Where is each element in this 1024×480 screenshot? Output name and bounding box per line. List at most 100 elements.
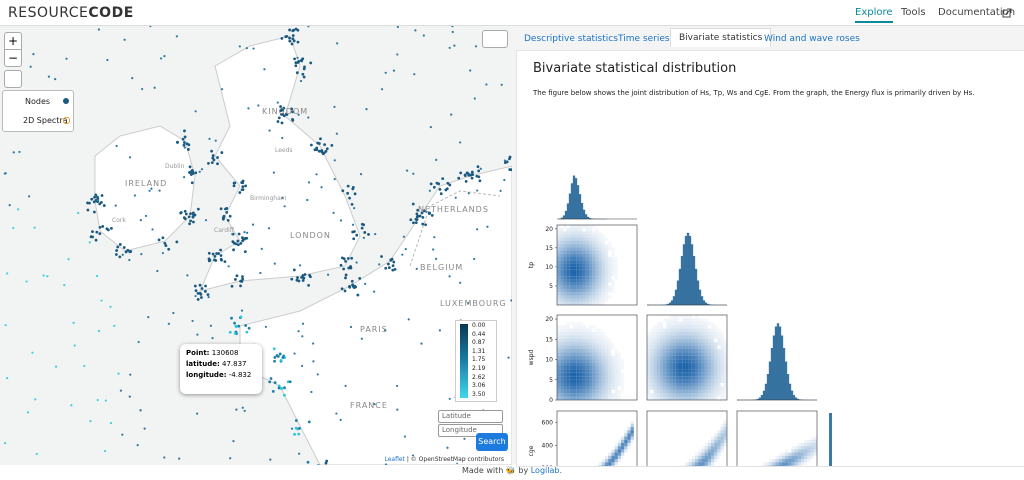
node-dot xyxy=(119,389,123,392)
tab[interactable]: Descriptive statistics xyxy=(524,34,618,44)
tab[interactable]: Wind and wave roses xyxy=(764,34,860,44)
node-dot xyxy=(470,176,474,180)
density-cell xyxy=(656,389,660,394)
node-dot xyxy=(42,274,45,277)
density-cell xyxy=(557,260,561,264)
density-cell xyxy=(707,345,711,349)
nav-link[interactable]: Explore xyxy=(855,7,893,23)
node-dot xyxy=(459,171,463,175)
zoom-out[interactable]: − xyxy=(4,49,22,67)
zoom-in[interactable]: + xyxy=(4,32,22,50)
search-button[interactable]: Search xyxy=(476,433,508,451)
density-cell xyxy=(557,328,561,332)
density-cell xyxy=(557,372,561,377)
density-cell xyxy=(669,369,673,373)
density-cell xyxy=(582,325,586,329)
density-cell xyxy=(723,386,727,390)
density-cell xyxy=(601,362,605,366)
nav-link[interactable]: Documentation xyxy=(938,7,1016,18)
node-dot xyxy=(144,214,148,218)
node-dot xyxy=(94,238,98,242)
density-cell xyxy=(704,455,708,459)
density-cell xyxy=(804,443,808,447)
colorbar: 0.00 0.44 0.87 1.31 1.75 2.19 2.62 3.06 3.50 xyxy=(455,320,497,402)
density-cell xyxy=(563,273,567,277)
density-cell xyxy=(675,379,679,383)
node-dot xyxy=(12,151,15,154)
filter-tools[interactable] xyxy=(482,30,508,48)
density-cell xyxy=(714,436,718,440)
density-cell xyxy=(704,359,708,363)
node-dot xyxy=(281,356,285,359)
density-cell xyxy=(695,389,699,394)
density-cell xyxy=(679,383,683,387)
density-cell xyxy=(691,396,695,400)
density-cell xyxy=(582,247,586,251)
density-cell xyxy=(573,328,577,332)
density-cell xyxy=(582,301,586,305)
attribution-link[interactable]: Leaflet xyxy=(384,456,405,463)
density-cell xyxy=(717,342,721,346)
density-cell xyxy=(595,298,599,302)
node-dot xyxy=(333,159,336,162)
density-cell xyxy=(563,231,567,235)
density-cell xyxy=(579,237,583,241)
density-cell xyxy=(711,372,715,377)
density-cell xyxy=(592,335,596,339)
node-dot xyxy=(457,176,461,180)
colorbar-gradient xyxy=(460,324,468,398)
density-cell xyxy=(595,276,599,280)
density-cell xyxy=(595,369,599,373)
density-cell xyxy=(669,362,673,366)
density-cell xyxy=(601,250,605,254)
node-dot xyxy=(47,75,50,78)
logo[interactable]: RESOURCECODE xyxy=(8,5,134,21)
density-cell xyxy=(569,295,573,299)
density-cell xyxy=(563,298,567,302)
density-cell xyxy=(688,321,692,326)
node-dot xyxy=(179,211,183,214)
density-cell xyxy=(579,383,583,387)
density-cell xyxy=(601,332,605,336)
density-cell xyxy=(576,335,580,339)
density-cell xyxy=(560,342,564,346)
latitude-input[interactable]: Latitude xyxy=(438,410,503,423)
node-dot xyxy=(209,324,213,327)
density-cell xyxy=(598,237,602,241)
node-dot xyxy=(292,268,296,272)
density-cell xyxy=(582,225,586,229)
density-cell xyxy=(778,462,782,466)
density-cell xyxy=(707,383,711,387)
density-cell xyxy=(772,465,776,466)
footer-link[interactable]: Logilab. xyxy=(530,466,562,475)
select-tool[interactable] xyxy=(4,70,22,88)
map[interactable]: IRELAND KINGDOM LONDON NETHERLANDS BELGIUM LU… xyxy=(0,26,512,465)
node-dot xyxy=(444,188,448,192)
tab[interactable]: Bivariate statistics xyxy=(670,28,772,47)
node-dot xyxy=(89,420,92,423)
layer-label[interactable]: 2D Spectra xyxy=(23,116,68,125)
density-cell xyxy=(608,389,612,394)
node-dot xyxy=(199,296,203,299)
density-cell xyxy=(557,228,561,232)
histogram-bar xyxy=(782,348,786,401)
histogram-bar xyxy=(582,209,586,220)
density-cell xyxy=(675,366,679,370)
density-cell xyxy=(595,260,599,264)
density-cell xyxy=(672,338,676,343)
density-cell xyxy=(711,332,715,336)
density-cell xyxy=(717,332,721,336)
node-dot xyxy=(251,223,255,226)
node-dot xyxy=(204,219,208,222)
nav-link[interactable]: Tools xyxy=(901,7,926,18)
density-cell xyxy=(560,228,564,232)
density-cell xyxy=(669,372,673,377)
density-cell xyxy=(807,446,811,450)
node-dot xyxy=(403,435,407,438)
density-cell xyxy=(659,342,663,346)
density-cell xyxy=(669,315,673,319)
layer-label[interactable]: Nodes xyxy=(25,97,51,106)
density-cell xyxy=(691,369,695,373)
tab[interactable]: Time series xyxy=(618,34,670,44)
node-dot xyxy=(243,250,247,254)
